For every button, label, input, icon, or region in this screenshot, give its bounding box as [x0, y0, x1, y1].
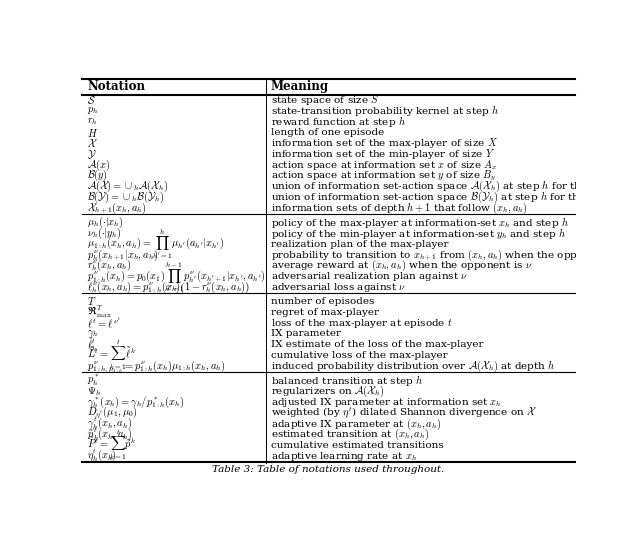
Text: $\mathcal{A}(\mathcal{X}) = \cup_h\mathcal{A}(\mathcal{X}_h)$: $\mathcal{A}(\mathcal{X}) = \cup_h\mathc… — [88, 179, 169, 195]
Text: union of information set-action space $\mathcal{A}(\mathcal{X}_h)$ at step $h$ f: union of information set-action space $\… — [271, 179, 640, 195]
Text: action space at information set $x$ of size $A_x$: action space at information set $x$ of s… — [271, 158, 497, 172]
Text: $\tilde{\ell}_h^t$: $\tilde{\ell}_h^t$ — [88, 336, 99, 354]
Text: $p_{1:h}^\nu(x_h) = p_0(x_1)\prod_{h'=1}^{h-1} p_{h'}^\nu(x_{h'+1}|x_{h'}, a_{h': $p_{1:h}^\nu(x_h) = p_0(x_1)\prod_{h'=1}… — [88, 259, 266, 294]
Text: loss of the max-player at episode $t$: loss of the max-player at episode $t$ — [271, 316, 452, 330]
Text: policy of the max-player at information-set $x_h$ and step $h$: policy of the max-player at information-… — [271, 215, 569, 230]
Text: $\mathcal{X}_{h+1}(x_h, a_h)$: $\mathcal{X}_{h+1}(x_h, a_h)$ — [88, 201, 147, 216]
Text: balanced transition at step $h$: balanced transition at step $h$ — [271, 373, 423, 388]
Text: realization plan of the max-player: realization plan of the max-player — [271, 240, 449, 249]
Text: $\tilde{L}^t = \sum_{k=1}^{t} \tilde{\ell}^k$: $\tilde{L}^t = \sum_{k=1}^{t} \tilde{\el… — [88, 339, 136, 372]
Text: average reward at $(x_h, a_h)$ when the opponent is $\nu$: average reward at $(x_h, a_h)$ when the … — [271, 258, 532, 273]
Text: $\gamma_h^*(x_h) = \gamma_h/p_{1:h}^*(x_h)$: $\gamma_h^*(x_h) = \gamma_h/p_{1:h}^*(x_… — [88, 395, 185, 410]
Text: $\ell^t = \ell^{\nu^t}$: $\ell^t = \ell^{\nu^t}$ — [88, 316, 122, 330]
Text: induced probability distribution over $\mathcal{A}(\mathcal{X}_h)$ at depth $h$: induced probability distribution over $\… — [271, 359, 556, 374]
Text: adversarial realization plan against $\nu$: adversarial realization plan against $\n… — [271, 270, 468, 283]
Text: number of episodes: number of episodes — [271, 297, 374, 306]
Text: union of information set-action space $\mathcal{B}(\mathcal{Y}_h)$ at step $h$ f: union of information set-action space $\… — [271, 190, 640, 205]
Text: $\gamma_h$: $\gamma_h$ — [88, 329, 99, 339]
Text: $\mathfrak{R}_{\mathrm{max}}^T$: $\mathfrak{R}_{\mathrm{max}}^T$ — [88, 304, 113, 320]
Text: $r_h$: $r_h$ — [88, 116, 99, 127]
Text: Notation: Notation — [88, 80, 145, 93]
Text: $p_h^*$: $p_h^*$ — [88, 373, 100, 388]
Text: $T$: $T$ — [88, 296, 97, 307]
Text: adjusted IX parameter at information set $x_h$: adjusted IX parameter at information set… — [271, 396, 502, 409]
Text: information set of the max-player of size $X$: information set of the max-player of siz… — [271, 136, 498, 150]
Text: state space of size $S$: state space of size $S$ — [271, 93, 380, 107]
Text: adversarial loss against $\nu$: adversarial loss against $\nu$ — [271, 281, 406, 294]
Text: information set of the min-player of size $Y$: information set of the min-player of siz… — [271, 147, 495, 161]
Text: probability to transition to $x_{h+1}$ from $(x_h, a_h)$ when the opponent is $\: probability to transition to $x_{h+1}$ f… — [271, 247, 629, 263]
Text: $\mathcal{Y}$: $\mathcal{Y}$ — [88, 148, 97, 160]
Text: IX parameter: IX parameter — [271, 329, 341, 339]
Text: $\mathcal{X}$: $\mathcal{X}$ — [88, 138, 98, 149]
Text: $D_{\eta^t}(\mu_1, \mu_0)$: $D_{\eta^t}(\mu_1, \mu_0)$ — [88, 405, 138, 421]
Text: state-transition probability kernel at step $h$: state-transition probability kernel at s… — [271, 103, 499, 119]
Text: $H$: $H$ — [88, 126, 99, 139]
Text: cumulative loss of the max-player: cumulative loss of the max-player — [271, 351, 447, 360]
Text: regularizers on $\mathcal{A}(\mathcal{X}_h)$: regularizers on $\mathcal{A}(\mathcal{X}… — [271, 383, 385, 399]
Text: adaptive IX parameter at $(x_h, a_h)$: adaptive IX parameter at $(x_h, a_h)$ — [271, 416, 442, 432]
Text: estimated transition at $(x_h, a_h)$: estimated transition at $(x_h, a_h)$ — [271, 427, 429, 442]
Text: $\mathcal{B}(y)$: $\mathcal{B}(y)$ — [88, 168, 108, 183]
Text: policy of the min-player at information-set $y_h$ and step $h$: policy of the min-player at information-… — [271, 226, 566, 241]
Text: reward function at step $h$: reward function at step $h$ — [271, 114, 406, 129]
Text: $\nu_h(\cdot|y_h)$: $\nu_h(\cdot|y_h)$ — [88, 226, 122, 241]
Text: $\gamma_h^t(x_h, a_h)$: $\gamma_h^t(x_h, a_h)$ — [88, 416, 132, 432]
Text: $\mathcal{B}(\mathcal{Y}) = \cup_h\mathcal{B}(\mathcal{Y}_h)$: $\mathcal{B}(\mathcal{Y}) = \cup_h\mathc… — [88, 190, 165, 205]
Text: $r_h^\nu(x_h, a_h)$: $r_h^\nu(x_h, a_h)$ — [88, 258, 132, 273]
Text: action space at information set $y$ of size $B_y$: action space at information set $y$ of s… — [271, 169, 496, 183]
Text: length of one episode: length of one episode — [271, 128, 384, 137]
Text: $p_{1:h,\mu_{1:h}}^\nu = p_{1:h}^\nu(x_h)\mu_{1:h}(x_h, a_h)$: $p_{1:h,\mu_{1:h}}^\nu = p_{1:h}^\nu(x_h… — [88, 358, 226, 375]
Text: $\eta_h^t(x_h)$: $\eta_h^t(x_h)$ — [88, 448, 117, 465]
Text: $\mathcal{A}(x)$: $\mathcal{A}(x)$ — [88, 158, 111, 173]
Text: cumulative estimated transitions: cumulative estimated transitions — [271, 441, 444, 450]
Text: $\mu_h(\cdot|x_h)$: $\mu_h(\cdot|x_h)$ — [88, 215, 124, 230]
Text: $\mu_{1:h}(x_h, a_h) = \prod_{h'=1}^{h} \mu_{h'}(a_{h'}|x_{h'})$: $\mu_{1:h}(x_h, a_h) = \prod_{h'=1}^{h} … — [88, 227, 225, 262]
Text: regret of max-player: regret of max-player — [271, 308, 379, 317]
Text: $\tilde{P}^t = \sum_{k=1}^{t} \tilde{p}^k$: $\tilde{P}^t = \sum_{k=1}^{t} \tilde{p}^… — [88, 429, 137, 462]
Text: Table 3: Table of notations used throughout.: Table 3: Table of notations used through… — [212, 465, 444, 474]
Text: $\Psi_h$: $\Psi_h$ — [88, 385, 102, 398]
Text: $\mathcal{S}$: $\mathcal{S}$ — [88, 94, 96, 106]
Text: IX estimate of the loss of the max-player: IX estimate of the loss of the max-playe… — [271, 340, 483, 349]
Text: Meaning: Meaning — [271, 80, 329, 93]
Text: $p_h$: $p_h$ — [88, 106, 99, 116]
Text: $\tilde{p}_h^t(x_h, a_h)$: $\tilde{p}_h^t(x_h, a_h)$ — [88, 427, 133, 443]
Text: adaptive learning rate at $x_h$: adaptive learning rate at $x_h$ — [271, 450, 417, 463]
Text: information sets of depth $h + 1$ that follow $(x_h, a_h)$: information sets of depth $h + 1$ that f… — [271, 201, 528, 216]
Text: $p_h^\nu(x_{h+1}|x_h, a_h)$: $p_h^\nu(x_{h+1}|x_h, a_h)$ — [88, 247, 159, 263]
Text: $\ell_h^\nu(x_h, a_h) = p_{1:h}^\nu(x_h)\left(1 - r_h^\nu(x_h, a_h)\right)$: $\ell_h^\nu(x_h, a_h) = p_{1:h}^\nu(x_h)… — [88, 279, 251, 296]
Text: weighted (by $\eta^t$) dilated Shannon divergence on $\mathcal{X}$: weighted (by $\eta^t$) dilated Shannon d… — [271, 405, 537, 420]
